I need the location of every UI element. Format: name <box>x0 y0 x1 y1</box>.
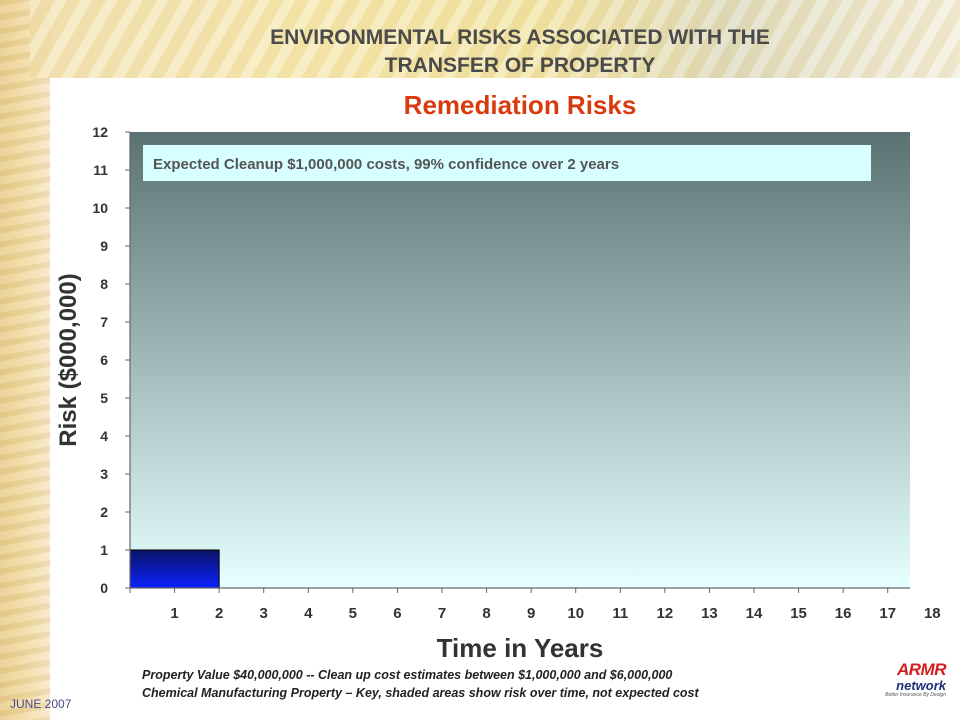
x-tick-label-6: 6 <box>393 605 401 622</box>
y-tick-label-3: 3 <box>100 466 108 482</box>
x-tick-label-4: 4 <box>304 605 313 622</box>
plot-area <box>130 132 910 588</box>
y-tick-label-9: 9 <box>100 238 108 254</box>
logo-network-text: network <box>896 678 946 693</box>
x-tick-label-17: 17 <box>879 605 896 622</box>
footer-note-line1: Property Value $40,000,000 -- Clean up c… <box>142 668 673 682</box>
x-tick-label-10: 10 <box>567 605 584 622</box>
slide-subtitle: Remediation Risks <box>403 90 637 120</box>
x-tick-label-15: 15 <box>790 605 807 622</box>
x-tick-label-13: 13 <box>701 605 718 622</box>
y-tick-label-2: 2 <box>100 504 108 520</box>
risk-bar-1 <box>129 549 220 589</box>
x-tick-label-18: 18 <box>924 605 941 622</box>
annotation-text: Expected Cleanup $1,000,000 costs, 99% c… <box>153 156 619 173</box>
y-axis-label: Risk ($000,000) <box>55 273 82 446</box>
armr-network-logo: ARMR network Better Insurance By Design <box>872 660 950 700</box>
slide-title-line1: ENVIRONMENTAL RISKS ASSOCIATED WITH THE <box>270 26 770 49</box>
paper-texture-background <box>0 0 50 720</box>
slide-date: JUNE 2007 <box>10 697 72 711</box>
x-tick-label-16: 16 <box>835 605 852 622</box>
logo-tagline: Better Insurance By Design <box>885 692 946 698</box>
footer-note-line2: Chemical Manufacturing Property – Key, s… <box>142 686 699 700</box>
y-tick-label-6: 6 <box>100 352 108 368</box>
x-tick-label-12: 12 <box>657 605 674 622</box>
y-tick-label-0: 0 <box>100 580 108 596</box>
x-tick-label-9: 9 <box>527 605 535 622</box>
y-tick-label-8: 8 <box>100 276 108 292</box>
slide-title-line2: TRANSFER OF PROPERTY <box>384 54 656 77</box>
logo-armr-text: ARMR <box>897 660 947 679</box>
x-tick-label-5: 5 <box>349 605 357 622</box>
x-tick-label-1: 1 <box>170 605 178 622</box>
x-tick-label-3: 3 <box>260 605 268 622</box>
x-tick-label-2: 2 <box>215 605 223 622</box>
y-tick-label-10: 10 <box>92 200 108 216</box>
x-tick-label-11: 11 <box>612 605 628 622</box>
y-tick-label-5: 5 <box>100 390 108 406</box>
y-tick-label-4: 4 <box>100 428 108 444</box>
y-tick-label-1: 1 <box>100 542 108 558</box>
y-tick-label-12: 12 <box>92 124 108 140</box>
x-tick-label-7: 7 <box>438 605 446 622</box>
x-axis-label: Time in Years <box>437 633 604 663</box>
y-tick-label-11: 11 <box>93 162 108 178</box>
annotation-box <box>143 145 871 181</box>
y-tick-label-7: 7 <box>100 314 108 330</box>
x-tick-label-14: 14 <box>746 605 763 622</box>
x-tick-label-8: 8 <box>482 605 490 622</box>
header-banner-background <box>30 0 960 78</box>
